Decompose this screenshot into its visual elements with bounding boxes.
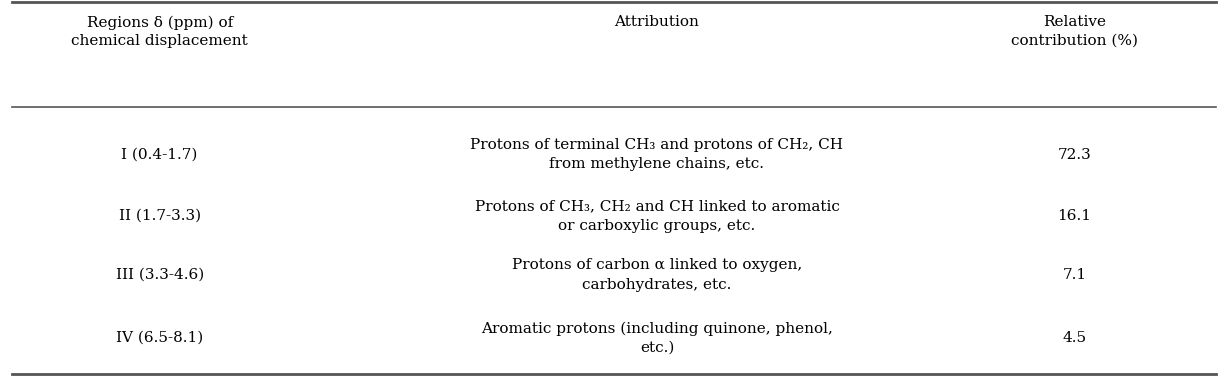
Text: Protons of CH₃, CH₂ and CH linked to aromatic
or carboxylic groups, etc.: Protons of CH₃, CH₂ and CH linked to aro… bbox=[474, 199, 840, 233]
Text: 16.1: 16.1 bbox=[1057, 209, 1092, 223]
Text: 7.1: 7.1 bbox=[1062, 268, 1087, 282]
Text: IV (6.5-8.1): IV (6.5-8.1) bbox=[115, 331, 204, 345]
Text: II (1.7-3.3): II (1.7-3.3) bbox=[119, 209, 200, 223]
Text: Regions δ (ppm) of
chemical displacement: Regions δ (ppm) of chemical displacement bbox=[71, 15, 248, 48]
Text: Protons of carbon α linked to oxygen,
carbohydrates, etc.: Protons of carbon α linked to oxygen, ca… bbox=[512, 258, 802, 292]
Text: Protons of terminal CH₃ and protons of CH₂, CH
from methylene chains, etc.: Protons of terminal CH₃ and protons of C… bbox=[470, 138, 844, 172]
Text: Aromatic protons (including quinone, phenol,
etc.): Aromatic protons (including quinone, phe… bbox=[481, 321, 833, 355]
Text: I (0.4-1.7): I (0.4-1.7) bbox=[122, 148, 198, 162]
Text: Attribution: Attribution bbox=[614, 15, 700, 29]
Text: 4.5: 4.5 bbox=[1062, 331, 1087, 345]
Text: 72.3: 72.3 bbox=[1057, 148, 1092, 162]
Text: III (3.3-4.6): III (3.3-4.6) bbox=[115, 268, 204, 282]
Text: Relative
contribution (%): Relative contribution (%) bbox=[1011, 15, 1138, 48]
